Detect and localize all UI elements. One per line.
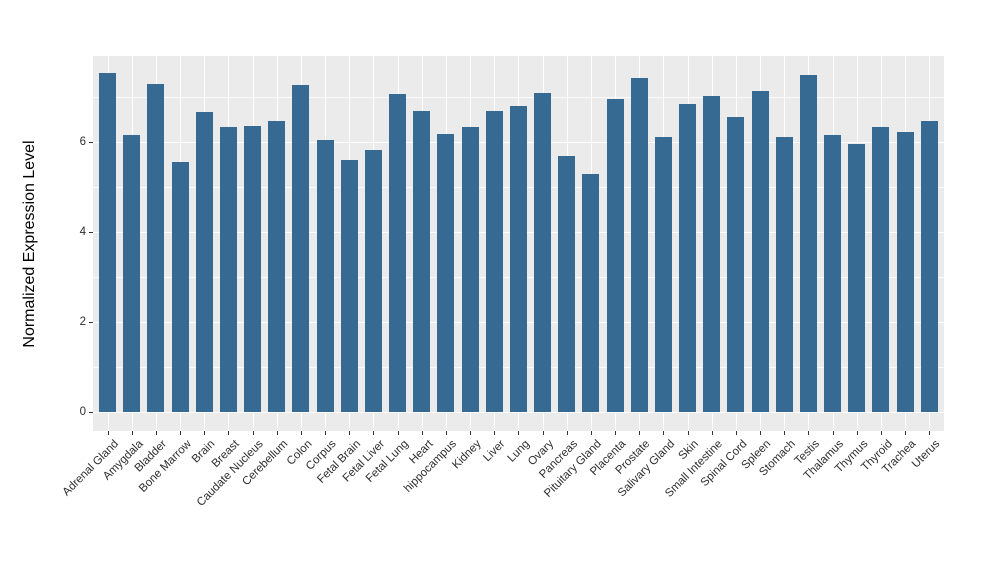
y-tick-label: 4: [79, 226, 86, 238]
x-axis-tick: [131, 431, 133, 435]
y-tick-label: 6: [79, 136, 86, 148]
bar: [824, 135, 842, 412]
x-axis-tick: [470, 431, 472, 435]
x-axis-tick: [880, 431, 882, 435]
x-axis-tick: [590, 431, 592, 435]
x-axis-tick: [832, 431, 834, 435]
x-axis-tick: [542, 431, 544, 435]
bar: [364, 149, 382, 412]
bar: [775, 137, 793, 412]
x-axis-tick: [905, 431, 907, 435]
x-axis-tick: [373, 431, 375, 435]
bar: [485, 111, 503, 412]
y-axis-tick: [89, 142, 93, 143]
x-axis-tick: [735, 431, 737, 435]
x-axis-tick: [808, 431, 810, 435]
bar: [606, 98, 624, 412]
bar: [340, 160, 358, 412]
x-axis-tick: [276, 431, 278, 435]
bar: [147, 83, 165, 412]
x-axis-tick: [155, 431, 157, 435]
bar: [727, 116, 745, 412]
bar: [679, 104, 697, 412]
bar: [437, 133, 455, 412]
x-axis-tick: [349, 431, 351, 435]
bar: [195, 112, 213, 412]
bar: [534, 93, 552, 412]
x-axis-tick: [300, 431, 302, 435]
y-axis-tick: [89, 322, 93, 323]
x-axis-tick: [180, 431, 181, 435]
bar: [582, 173, 600, 412]
bar: [654, 137, 672, 412]
x-axis-tick: [107, 431, 109, 435]
bar: [751, 90, 769, 412]
x-axis-tick: [325, 431, 327, 435]
bar: [872, 127, 890, 412]
bar: [316, 139, 334, 412]
bar: [848, 143, 866, 412]
bar: [630, 78, 648, 412]
bar: [389, 93, 407, 412]
x-axis-tick: [421, 431, 423, 435]
y-axis-tick: [89, 412, 93, 413]
bar: [268, 120, 286, 412]
x-axis-tick: [639, 431, 641, 435]
x-axis-tick: [760, 431, 762, 435]
bar: [413, 110, 431, 412]
x-axis-tick: [663, 431, 665, 435]
y-tick-label: 0: [79, 406, 86, 418]
x-axis-tick: [494, 431, 496, 435]
x-axis-tick: [566, 431, 568, 435]
y-axis-tick: [89, 232, 93, 233]
x-axis-tick: [397, 431, 399, 435]
x-axis-tick: [228, 431, 230, 435]
plot-panel: [93, 56, 944, 431]
x-axis-tick: [784, 431, 786, 435]
bar: [171, 162, 189, 412]
bar: [244, 126, 262, 412]
x-axis-tick: [204, 431, 206, 435]
bar: [509, 106, 527, 412]
bar: [99, 73, 116, 412]
x-axis-tick: [687, 431, 689, 435]
bar: [920, 121, 938, 412]
y-axis-title: Normalized Expression Level: [21, 140, 38, 348]
bar: [219, 127, 237, 412]
x-axis-tick: [711, 431, 713, 435]
bar: [461, 127, 479, 412]
x-tick-label: Liver: [481, 438, 508, 465]
bar: [123, 134, 141, 412]
bar: [292, 84, 310, 412]
bar: [799, 74, 817, 412]
y-tick-label: 2: [79, 316, 86, 328]
x-axis-tick: [445, 431, 447, 435]
bar: [896, 132, 914, 412]
x-axis-tick: [615, 431, 617, 435]
x-axis-tick: [856, 431, 858, 435]
x-axis-tick: [252, 431, 254, 435]
bar: [558, 156, 576, 412]
x-axis-tick: [929, 431, 931, 435]
bar: [703, 96, 721, 412]
x-axis-tick: [518, 431, 520, 435]
